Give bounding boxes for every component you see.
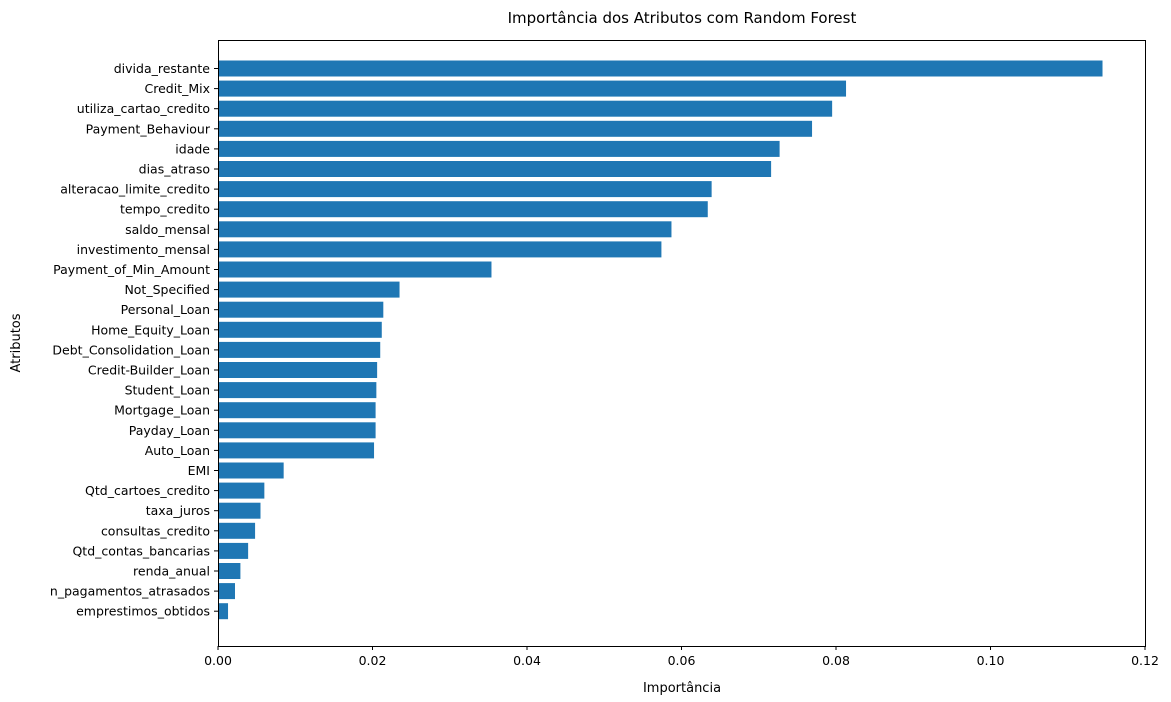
y-tick-label: Credit-Builder_Loan bbox=[88, 363, 210, 378]
y-tick-label: saldo_mensal bbox=[125, 222, 210, 237]
y-tick-label: Mortgage_Loan bbox=[114, 403, 210, 418]
y-tick-label: utiliza_cartao_credito bbox=[77, 101, 210, 116]
x-tick-label: 0.08 bbox=[822, 653, 850, 668]
bar-emprestimos_obtidos bbox=[218, 603, 229, 620]
bar-Payday_Loan bbox=[218, 422, 376, 439]
bar-Payment_Behaviour bbox=[218, 120, 813, 137]
y-tick-label: n_pagamentos_atrasados bbox=[50, 584, 210, 599]
bar-investimento_mensal bbox=[218, 241, 662, 258]
bar-tempo_credito bbox=[218, 201, 708, 218]
y-tick-label: Home_Equity_Loan bbox=[91, 322, 210, 337]
bar-Debt_Consolidation_Loan bbox=[218, 341, 381, 358]
x-tick-label: 0.00 bbox=[204, 653, 232, 668]
x-tick-label: 0.04 bbox=[513, 653, 541, 668]
bar-Home_Equity_Loan bbox=[218, 321, 382, 338]
y-tick-label: idade bbox=[175, 141, 210, 156]
bar-divida_restante bbox=[218, 60, 1103, 77]
y-tick-label: Payment_of_Min_Amount bbox=[53, 262, 210, 277]
y-tick-label: Not_Specified bbox=[124, 282, 210, 297]
bar-Personal_Loan bbox=[218, 301, 384, 318]
bars-group bbox=[218, 60, 1103, 620]
x-axis-label: Importância bbox=[643, 681, 721, 696]
bar-dias_atraso bbox=[218, 161, 772, 177]
x-tick-label: 0.10 bbox=[977, 653, 1005, 668]
y-tick-label: consultas_credito bbox=[101, 523, 210, 538]
x-tick-label: 0.06 bbox=[668, 653, 696, 668]
y-tick-label: Credit_Mix bbox=[145, 81, 211, 96]
bar-consultas_credito bbox=[218, 522, 256, 539]
bar-Credit_Mix bbox=[218, 80, 847, 97]
y-tick-label: Qtd_contas_bancarias bbox=[72, 543, 210, 558]
y-tick-label: Payment_Behaviour bbox=[86, 121, 211, 136]
y-tick-label: Student_Loan bbox=[125, 383, 210, 398]
bar-Payment_of_Min_Amount bbox=[218, 261, 492, 278]
y-tick-label: Payday_Loan bbox=[129, 423, 210, 438]
x-tick-label: 0.02 bbox=[359, 653, 387, 668]
bar-alteracao_limite_credito bbox=[218, 181, 712, 198]
bar-Student_Loan bbox=[218, 382, 377, 399]
y-tick-label: alteracao_limite_credito bbox=[60, 182, 210, 197]
y-tick-label: emprestimos_obtidos bbox=[76, 604, 210, 619]
bar-Credit-Builder_Loan bbox=[218, 362, 378, 378]
bar-renda_anual bbox=[218, 563, 241, 579]
bar-Auto_Loan bbox=[218, 442, 375, 459]
plot-frame bbox=[218, 40, 1146, 647]
bar-EMI bbox=[218, 462, 284, 479]
bar-Qtd_contas_bancarias bbox=[218, 542, 249, 559]
x-axis-ticks: 0.00 0.02 0.04 0.06 0.08 0.10 0.12 bbox=[204, 646, 1159, 668]
y-tick-label: Qtd_cartoes_credito bbox=[85, 483, 210, 498]
y-tick-label: investimento_mensal bbox=[77, 242, 210, 257]
bar-utiliza_cartao_credito bbox=[218, 100, 833, 117]
y-tick-label: tempo_credito bbox=[120, 202, 210, 217]
bar-taxa_juros bbox=[218, 502, 261, 519]
bar-n_pagamentos_atrasados bbox=[218, 583, 235, 600]
y-tick-label: renda_anual bbox=[133, 564, 210, 579]
y-axis-label: Atributos bbox=[9, 313, 24, 372]
chart-title: Importância dos Atributos com Random For… bbox=[508, 9, 857, 27]
y-tick-labels: divida_restante Credit_Mix utiliza_cartao_… bbox=[50, 61, 218, 619]
bar-Mortgage_Loan bbox=[218, 402, 376, 419]
y-tick-label: divida_restante bbox=[114, 61, 211, 76]
y-tick-label: taxa_juros bbox=[146, 503, 210, 518]
bar-Qtd_cartoes_credito bbox=[218, 482, 265, 499]
bar-saldo_mensal bbox=[218, 221, 672, 238]
y-tick-label: Personal_Loan bbox=[121, 302, 210, 317]
y-tick-label: Debt_Consolidation_Loan bbox=[52, 342, 210, 357]
bar-idade bbox=[218, 140, 780, 157]
y-tick-label: dias_atraso bbox=[139, 162, 210, 177]
y-tick-label: EMI bbox=[188, 463, 210, 478]
bar-Not_Specified bbox=[218, 281, 400, 298]
x-tick-label: 0.12 bbox=[1131, 653, 1159, 668]
y-tick-label: Auto_Loan bbox=[145, 443, 210, 458]
